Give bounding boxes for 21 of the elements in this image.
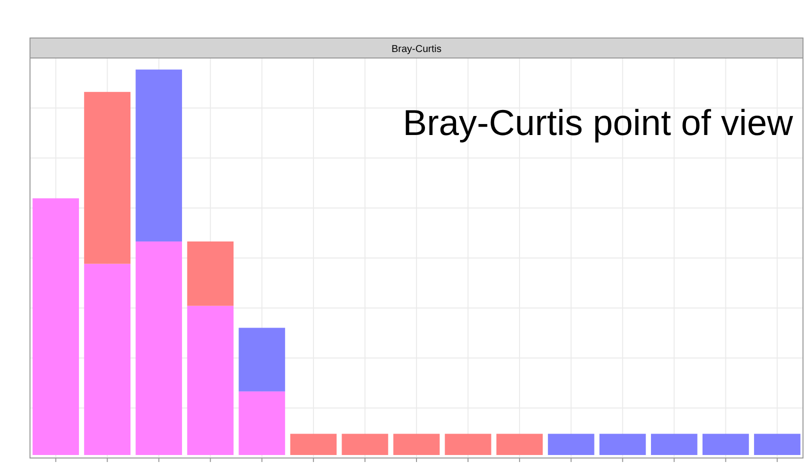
bar (444, 434, 492, 455)
bar (238, 391, 286, 455)
bar (393, 434, 440, 455)
bar (84, 264, 130, 455)
bar (136, 241, 182, 455)
bar (496, 434, 543, 455)
bar (290, 434, 337, 455)
bar (342, 434, 388, 455)
bar (548, 434, 594, 455)
bar (136, 70, 182, 242)
bar (599, 434, 646, 455)
bar (32, 198, 79, 455)
bar (650, 434, 698, 455)
chart-title: Bray-Curtis (391, 44, 442, 55)
bar (702, 434, 749, 455)
bar (754, 434, 800, 455)
annotation: Bray-Curtis point of view (402, 102, 794, 143)
bar (187, 306, 234, 455)
bar (84, 92, 130, 264)
bar (187, 241, 234, 306)
bar (238, 328, 286, 392)
